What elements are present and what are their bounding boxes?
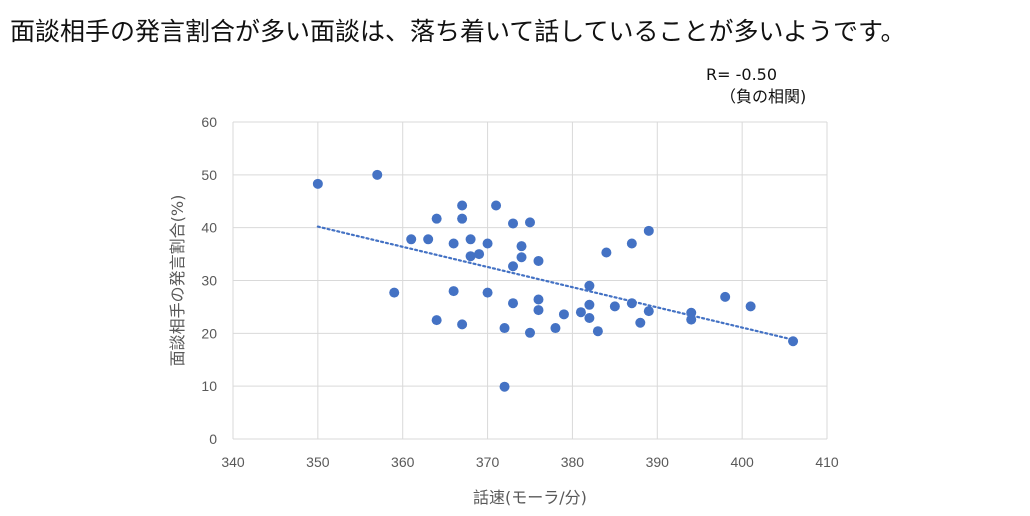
data-point	[643, 225, 654, 236]
data-point	[516, 252, 527, 263]
data-point	[635, 317, 646, 328]
data-point	[372, 169, 383, 180]
data-point	[533, 255, 544, 266]
data-point	[465, 251, 476, 262]
x-tick-label: 360	[391, 454, 415, 470]
data-point	[788, 336, 799, 347]
data-point	[525, 327, 535, 338]
x-tick-label: 340	[221, 454, 245, 470]
data-points	[312, 169, 799, 392]
data-point	[550, 323, 561, 334]
data-point	[609, 301, 620, 312]
data-point	[533, 294, 544, 305]
data-point	[601, 247, 612, 258]
data-point	[508, 261, 519, 272]
data-point	[584, 299, 595, 310]
data-point	[499, 323, 510, 334]
data-point	[516, 241, 527, 252]
y-tick-labels: 0 10 20 30 40 50 60	[201, 114, 217, 447]
data-point	[533, 305, 544, 316]
x-tick-label: 350	[306, 454, 330, 470]
x-tick-label: 410	[815, 454, 839, 470]
data-point	[525, 217, 535, 228]
data-point	[584, 313, 595, 324]
y-tick-label: 0	[209, 431, 217, 447]
data-point	[457, 213, 468, 224]
x-axis-title: 話速(モーラ/分)	[473, 488, 587, 507]
data-point	[482, 287, 493, 298]
data-point	[431, 315, 442, 326]
x-tick-label: 390	[646, 454, 670, 470]
data-point	[389, 287, 400, 298]
headline: 面談相手の発言割合が多い面談は、落ち着いて話していることが多いようです。	[10, 17, 906, 46]
y-tick-label: 40	[201, 220, 217, 236]
data-point	[312, 178, 323, 189]
data-point	[720, 291, 731, 302]
correlation-description: （負の相関)	[720, 87, 807, 106]
data-point	[575, 307, 586, 318]
trendline	[316, 225, 795, 341]
data-point	[491, 200, 502, 211]
x-tick-labels: 340 350 360 370 380 390 400 410	[221, 454, 839, 470]
trendline-group	[316, 225, 795, 341]
data-point	[643, 306, 654, 317]
data-point	[626, 298, 637, 309]
data-point	[558, 309, 569, 320]
data-point	[686, 314, 697, 325]
y-tick-label: 30	[201, 273, 217, 289]
x-tick-label: 380	[561, 454, 585, 470]
data-point	[457, 319, 468, 330]
data-point	[423, 234, 434, 245]
y-tick-label: 50	[201, 167, 217, 183]
data-point	[584, 280, 595, 291]
y-tick-label: 60	[201, 114, 217, 130]
data-point	[474, 249, 485, 260]
data-point	[431, 213, 442, 224]
data-point	[626, 238, 637, 249]
data-point	[482, 238, 493, 249]
y-tick-label: 20	[201, 325, 217, 341]
data-point	[686, 307, 697, 318]
data-point	[592, 326, 603, 337]
data-point	[448, 238, 459, 249]
data-point	[499, 381, 510, 392]
correlation-annotation: R= -0.50 （負の相関)	[706, 64, 806, 108]
data-point	[448, 286, 459, 297]
data-point	[406, 234, 417, 245]
grid-lines	[232, 121, 828, 440]
data-point	[508, 218, 519, 229]
x-tick-label: 370	[476, 454, 500, 470]
data-point	[465, 234, 476, 245]
data-point	[745, 301, 756, 312]
data-point	[457, 200, 468, 211]
data-point	[508, 298, 519, 309]
x-tick-label: 400	[730, 454, 754, 470]
y-axis-title: 面談相手の発言割合(%)	[168, 195, 187, 367]
y-tick-label: 10	[201, 378, 217, 394]
correlation-value: R= -0.50	[706, 65, 778, 84]
